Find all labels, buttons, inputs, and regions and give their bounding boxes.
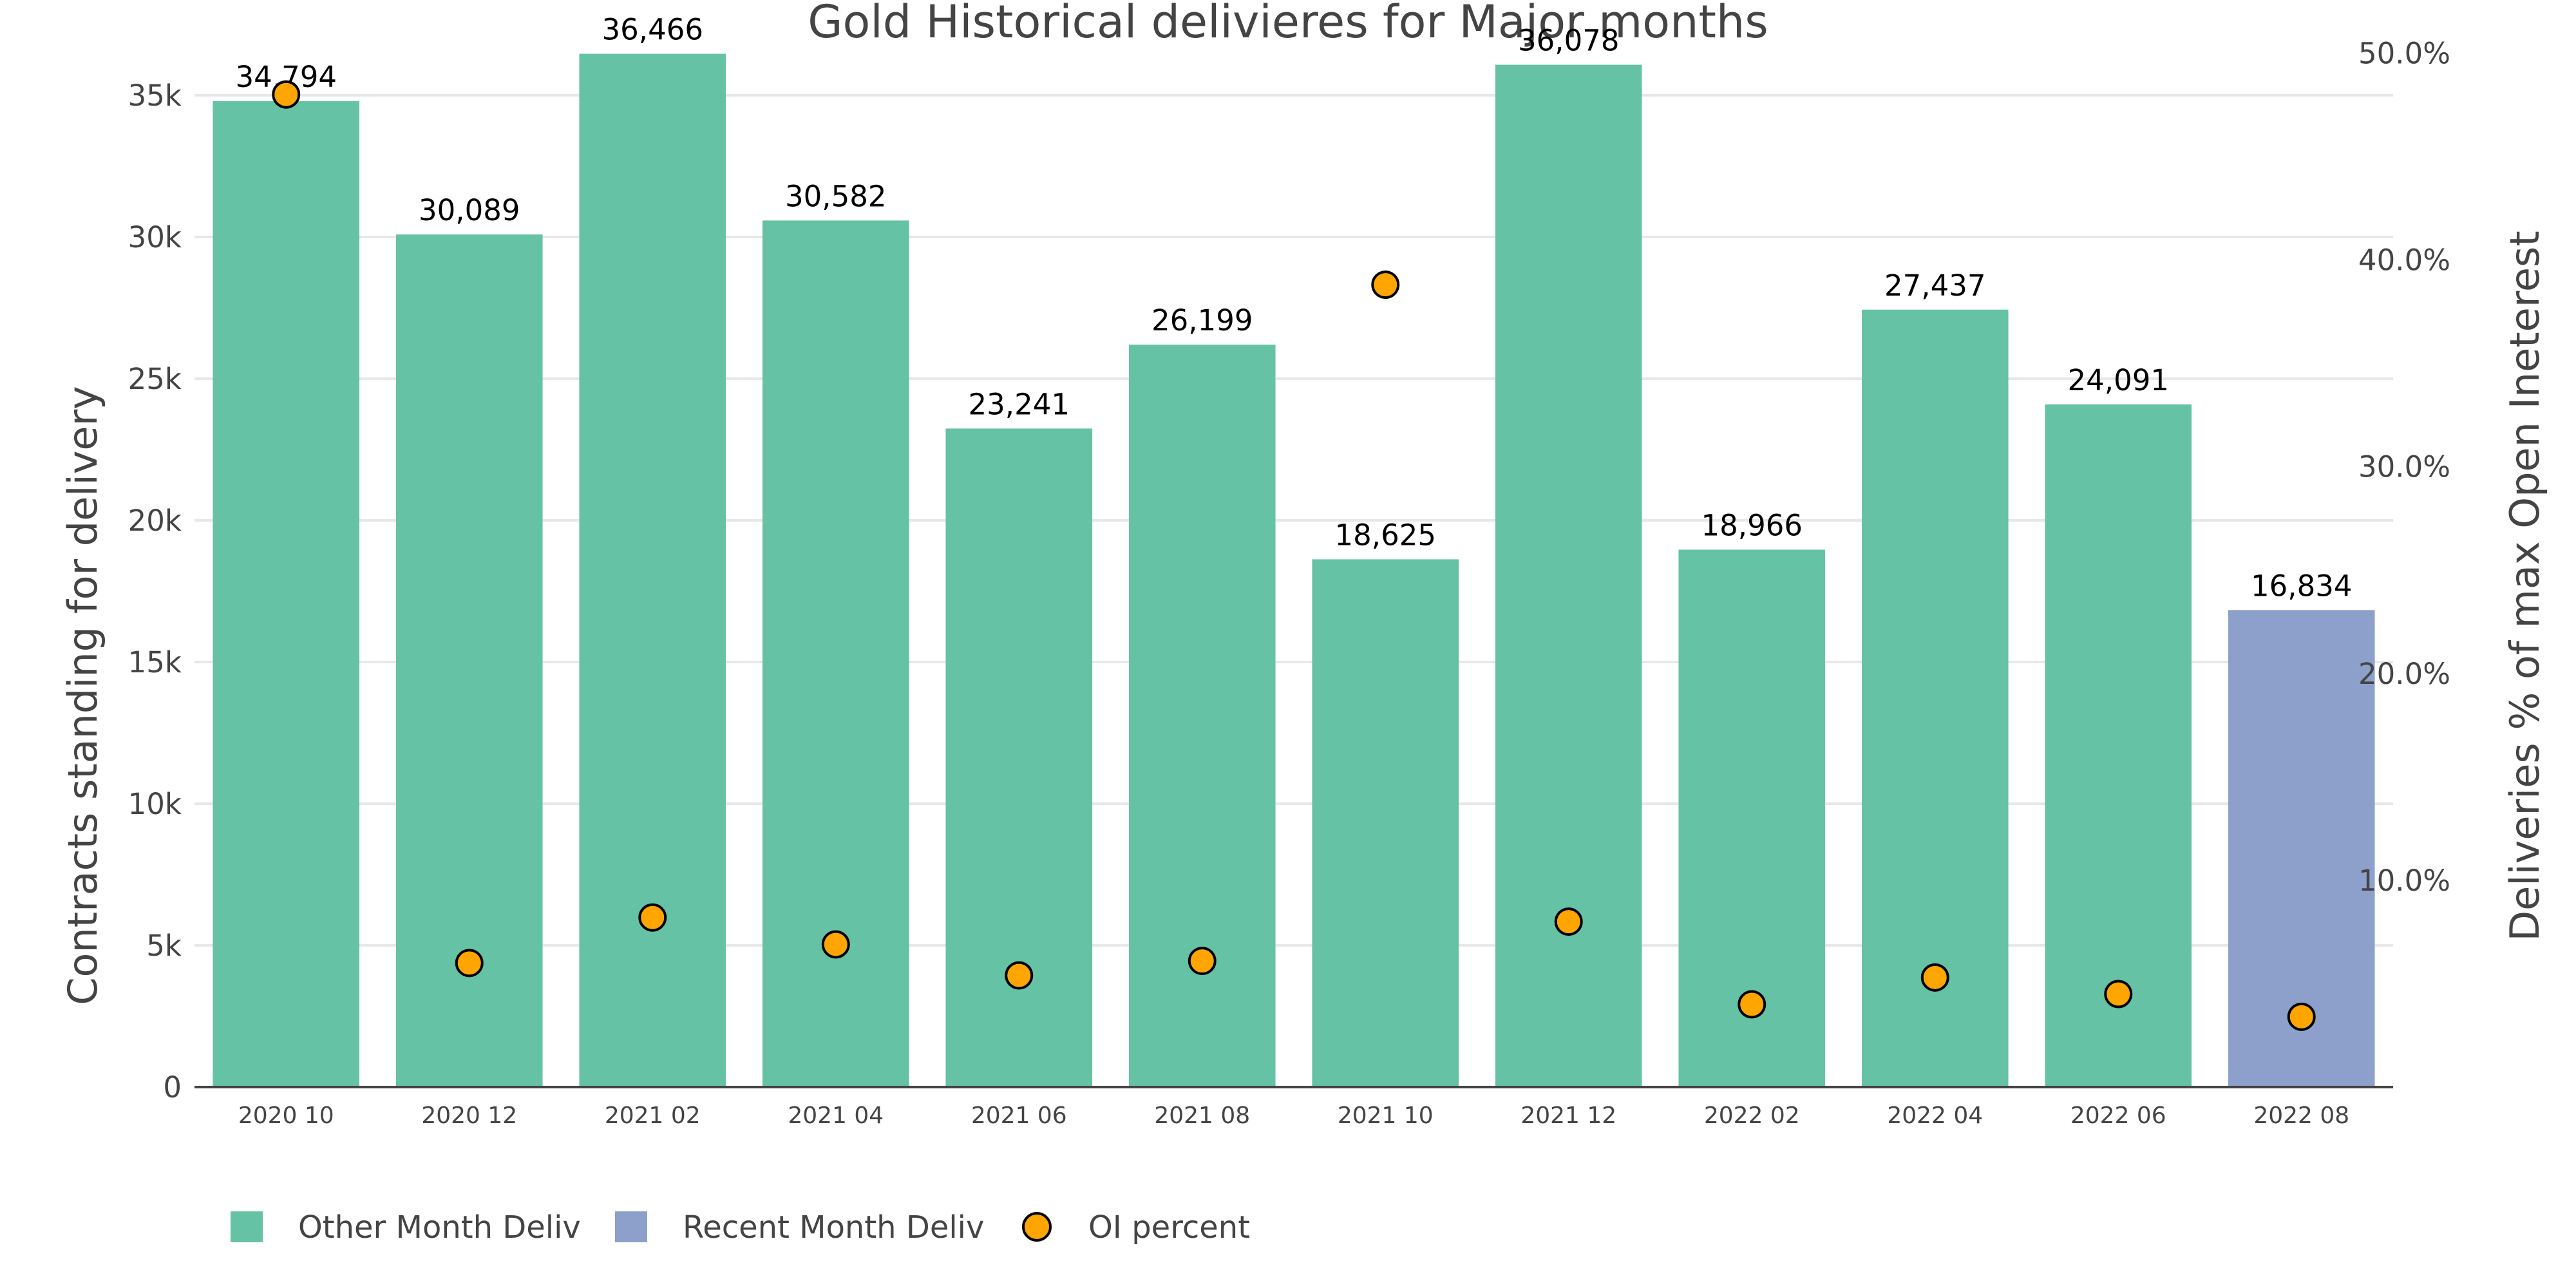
y2-tick-label: 40.0% — [2358, 243, 2450, 278]
bar-value-labels: 34,79430,08936,46630,58223,24126,19918,6… — [236, 12, 2353, 603]
y-axis-title: Contracts standing for delivery — [59, 386, 106, 1005]
legend-label: Other Month Deliv — [298, 1209, 581, 1245]
chart-title: Gold Historical delivieres for Major mon… — [808, 0, 1768, 48]
axes: 0 5k 10k 15k 20k 25k 30k 35k 10.0% 20.0% 30.0% 40.0… — [128, 36, 2450, 1129]
y-tick-label: 0 — [163, 1070, 182, 1104]
legend-item[interactable]: OI percent — [1022, 1209, 1250, 1245]
oi-percent-point — [1920, 963, 1949, 992]
oi-percent-point — [1738, 990, 1766, 1019]
bar-value-label: 30,089 — [419, 193, 520, 227]
bar — [1128, 345, 1276, 1087]
x-tick-label: 2020 10 — [238, 1103, 334, 1129]
y-tick-label: 15k — [128, 645, 182, 679]
y2-tick-label: 20.0% — [2358, 657, 2450, 691]
y-tick-label: 30k — [128, 220, 182, 254]
x-tick-label: 2021 08 — [1154, 1103, 1250, 1129]
y-tick-label: 25k — [128, 362, 182, 396]
oi-percent-point — [272, 80, 301, 109]
bar — [395, 234, 543, 1088]
x-tick-label: 2022 02 — [1704, 1103, 1800, 1129]
y2-tick-label: 10.0% — [2358, 864, 2450, 898]
legend-swatch — [615, 1211, 647, 1242]
legend-item[interactable]: Recent Month Deliv — [615, 1209, 984, 1245]
bar — [579, 53, 726, 1088]
bar — [1312, 559, 1459, 1087]
bar-value-label: 26,199 — [1151, 303, 1253, 337]
bar-value-label: 27,437 — [1884, 269, 1985, 303]
gridlines — [194, 94, 2393, 947]
bar-value-label: 24,091 — [2068, 363, 2169, 397]
bar — [2045, 404, 2192, 1087]
y-tick-label: 10k — [128, 787, 182, 821]
bar-value-label: 18,966 — [1701, 508, 1803, 542]
x-tick-label: 2022 04 — [1887, 1103, 1983, 1129]
bar — [213, 101, 360, 1088]
legend: Other Month Deliv Recent Month Deliv OI pe… — [231, 1209, 1250, 1245]
legend-item[interactable]: Other Month Deliv — [231, 1209, 581, 1245]
oi-percent-point — [455, 949, 484, 978]
bar-value-label: 36,078 — [1518, 24, 1619, 58]
y-tick-label: 35k — [128, 79, 182, 113]
y2-tick-label: 30.0% — [2358, 450, 2450, 484]
x-tick-label: 2021 06 — [971, 1103, 1067, 1129]
bar-value-label: 36,466 — [602, 12, 703, 46]
x-tick-label: 2020 12 — [421, 1103, 517, 1129]
y-tick-label: 20k — [128, 504, 182, 538]
legend-swatch — [231, 1211, 263, 1242]
legend-marker — [1022, 1212, 1052, 1242]
bars — [213, 53, 2375, 1088]
x-tick-label: 2021 04 — [788, 1103, 884, 1129]
bar — [1861, 309, 2009, 1088]
y2-tick-label: 50.0% — [2358, 36, 2450, 70]
oi-percent-point — [1554, 907, 1583, 936]
bar-value-label: 16,834 — [2251, 569, 2352, 603]
legend-label: OI percent — [1088, 1209, 1250, 1245]
oi-percent-point — [638, 903, 667, 932]
oi-percent-point — [1005, 961, 1034, 990]
bar-value-label: 18,625 — [1335, 518, 1436, 553]
bar-value-label: 30,582 — [785, 179, 886, 213]
oi-percent-point — [821, 930, 850, 959]
x-tick-label: 2022 06 — [2070, 1103, 2166, 1129]
y2-axis-title: Deliveries % of max Open Ineterest — [2501, 231, 2548, 941]
oi-percent-points — [272, 80, 2316, 1031]
x-tick-label: 2021 02 — [605, 1103, 701, 1129]
oi-percent-point — [2104, 980, 2133, 1009]
y-tick-label: 5k — [146, 929, 182, 963]
x-tick-label: 2021 10 — [1338, 1103, 1434, 1129]
oi-percent-point — [1188, 947, 1217, 976]
oi-percent-point — [1371, 270, 1400, 299]
x-tick-label: 2022 08 — [2253, 1103, 2349, 1129]
oi-percent-point — [2287, 1002, 2316, 1031]
bar-value-label: 23,241 — [969, 387, 1070, 421]
legend-label: Recent Month Deliv — [683, 1209, 984, 1245]
x-tick-label: 2021 12 — [1520, 1103, 1616, 1129]
